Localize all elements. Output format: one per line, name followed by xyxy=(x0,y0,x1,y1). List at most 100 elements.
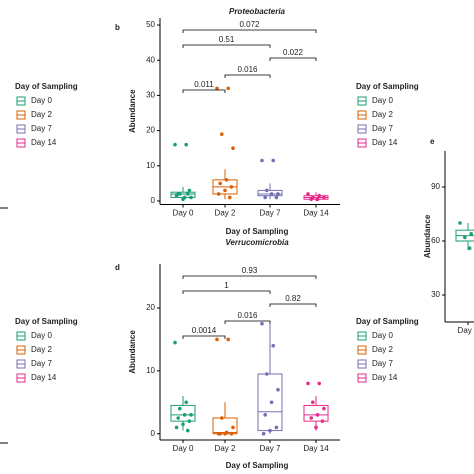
point xyxy=(260,158,264,163)
point xyxy=(187,419,192,423)
point xyxy=(186,428,190,433)
y-tick-label: 40 xyxy=(146,55,155,64)
point xyxy=(317,193,322,198)
point xyxy=(224,178,229,182)
p-value: 0.011 xyxy=(194,80,214,89)
x-tick-label: Day 0 xyxy=(173,444,194,453)
point xyxy=(265,188,269,193)
point xyxy=(216,192,221,196)
y-tick-label: 10 xyxy=(146,366,155,375)
point xyxy=(216,431,221,436)
y-tick-label: 0 xyxy=(151,429,156,438)
legend-title: Day of Sampling xyxy=(356,82,419,91)
point xyxy=(215,86,219,91)
point xyxy=(274,425,279,430)
p-value: 0.072 xyxy=(239,20,260,29)
p-value: 0.82 xyxy=(285,294,301,303)
point xyxy=(263,195,268,200)
x-tick-label: Day 14 xyxy=(303,444,329,453)
x-tick-label: Day 14 xyxy=(303,209,329,218)
point xyxy=(269,192,274,196)
legend-label: Day 14 xyxy=(31,138,57,147)
point xyxy=(189,195,193,200)
legend-label: Day 0 xyxy=(372,96,393,105)
point xyxy=(274,195,279,200)
y-axis-title: Abundance xyxy=(128,330,137,374)
point xyxy=(268,428,272,433)
legend-label: Day 14 xyxy=(31,373,57,382)
legend-label: Day 0 xyxy=(372,331,393,340)
panel-label: e xyxy=(430,137,435,146)
legend-label: Day 0 xyxy=(31,331,52,340)
point xyxy=(229,185,234,189)
point xyxy=(469,232,474,236)
y-axis-title: Abundance xyxy=(128,89,137,133)
y-tick-label: 30 xyxy=(146,91,155,100)
point xyxy=(265,372,269,376)
point xyxy=(271,343,276,348)
point xyxy=(226,337,230,342)
point xyxy=(309,416,314,420)
box xyxy=(303,404,329,422)
point xyxy=(309,197,314,202)
point xyxy=(231,146,235,150)
point xyxy=(218,181,222,186)
legend-label: Day 2 xyxy=(372,345,393,354)
x-axis-title: Day of Sampling xyxy=(226,227,289,236)
y-tick-label: 20 xyxy=(146,303,155,312)
box xyxy=(257,189,283,197)
y-tick-label: 60 xyxy=(431,236,440,245)
significance-bracket xyxy=(182,275,317,279)
legend-label: Day 2 xyxy=(31,110,52,119)
point xyxy=(220,132,224,136)
point xyxy=(229,431,234,436)
point xyxy=(306,192,310,196)
legend-label: Day 2 xyxy=(31,345,52,354)
point xyxy=(231,425,235,430)
point xyxy=(467,246,472,250)
point xyxy=(174,193,179,198)
x-axis-title: Day of Sampling xyxy=(226,461,289,470)
point xyxy=(322,195,326,200)
x-tick-label: Day 2 xyxy=(215,444,236,453)
point xyxy=(276,192,280,196)
chart-title: Proteobacteria xyxy=(229,7,286,16)
significance-bracket xyxy=(269,57,317,61)
point xyxy=(184,142,188,147)
legend-label: Day 7 xyxy=(31,124,52,133)
y-tick-label: 50 xyxy=(146,20,155,29)
legend-label: Day 2 xyxy=(372,110,393,119)
y-axis-title: Abundance xyxy=(423,214,432,258)
legend-label: Day 0 xyxy=(31,96,52,105)
significance-bracket xyxy=(182,44,271,48)
x-tick-label: Day 0 xyxy=(173,209,194,218)
legend-label: Day 7 xyxy=(372,124,393,133)
x-tick-label: Day 2 xyxy=(215,209,236,218)
point xyxy=(260,321,264,326)
legend-label: Day 14 xyxy=(372,138,398,147)
point xyxy=(311,400,315,405)
point xyxy=(269,400,274,405)
point xyxy=(182,413,187,417)
point xyxy=(314,425,318,430)
box xyxy=(170,404,196,422)
point xyxy=(220,416,224,420)
point xyxy=(184,400,188,405)
point xyxy=(306,381,310,386)
y-tick-label: 90 xyxy=(431,182,440,191)
point xyxy=(322,406,326,411)
p-value: 0.0014 xyxy=(192,326,217,335)
significance-bracket xyxy=(224,74,271,78)
point xyxy=(187,188,192,193)
x-tick-label: Day 7 xyxy=(260,444,281,453)
point xyxy=(263,413,268,417)
legend-title: Day of Sampling xyxy=(15,317,78,326)
point xyxy=(215,337,219,342)
point xyxy=(176,416,180,420)
point xyxy=(181,197,185,202)
point xyxy=(178,406,182,411)
point xyxy=(315,413,320,417)
significance-bracket xyxy=(182,335,226,339)
